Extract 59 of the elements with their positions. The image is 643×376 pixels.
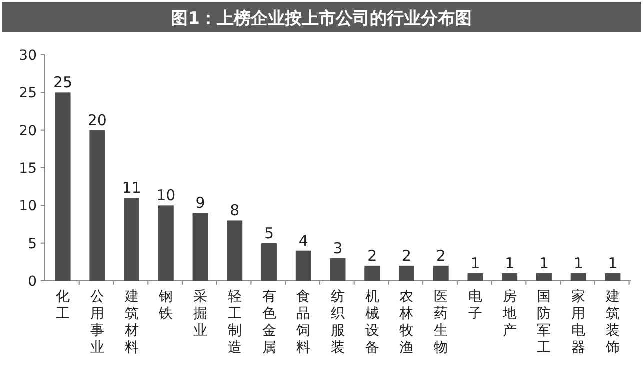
x-tick-label: 电子 <box>468 289 482 322</box>
x-tick-label: 房地产 <box>502 289 517 339</box>
bar <box>468 273 484 281</box>
bar <box>296 250 312 281</box>
x-tick-label: 建筑材料 <box>124 289 139 356</box>
x-tick-label: 纺织服装 <box>331 289 345 356</box>
x-tick-label: 公用事业 <box>90 289 104 356</box>
x-tick-label: 食品饲料 <box>296 289 311 356</box>
x-tick-label: 家用电器 <box>572 289 586 356</box>
x-tick-label: 有色金属 <box>262 289 276 356</box>
bar <box>55 92 71 281</box>
x-tick-label: 钢铁 <box>158 289 174 322</box>
x-tick-label: 采掘业 <box>194 289 208 339</box>
y-tick-label: 0 <box>28 274 37 290</box>
bar <box>124 198 140 281</box>
bar <box>330 258 346 281</box>
y-tick-label: 25 <box>19 86 37 102</box>
data-label: 8 <box>230 202 240 220</box>
data-label: 2 <box>368 246 378 265</box>
x-tick-label: 国防军工 <box>537 289 552 356</box>
y-tick-label: 30 <box>19 48 37 64</box>
bar <box>605 273 621 281</box>
bar <box>364 266 380 281</box>
data-label: 9 <box>196 194 206 212</box>
bar <box>570 273 586 281</box>
y-tick-label: 15 <box>19 161 37 177</box>
chart-title: 图1：上榜企业按上市公司的行业分布图 <box>171 9 472 29</box>
y-tick-label: 10 <box>19 198 37 215</box>
data-label: 1 <box>574 254 584 272</box>
x-tick-label: 建筑装饰 <box>604 289 620 356</box>
data-label: 2 <box>436 246 446 265</box>
data-label: 20 <box>88 111 107 130</box>
bar <box>158 206 174 281</box>
x-tick-label: 化工 <box>56 289 70 322</box>
bar <box>399 266 414 281</box>
bar <box>536 273 552 281</box>
x-tick-label: 农林牧渔 <box>398 289 414 356</box>
y-tick-label: 20 <box>19 123 37 140</box>
bar <box>192 213 208 281</box>
data-label: 4 <box>298 232 308 250</box>
data-label: 1 <box>470 254 480 272</box>
x-tick-label: 机械设备 <box>365 289 380 356</box>
data-label: 1 <box>539 254 549 272</box>
x-tick-label: 医药生物 <box>434 289 448 356</box>
y-tick-label: 5 <box>28 236 37 252</box>
data-label: 25 <box>53 74 73 92</box>
data-label: 5 <box>264 224 274 242</box>
bar <box>433 266 449 281</box>
bar <box>502 273 518 281</box>
data-label: 1 <box>608 254 618 272</box>
data-label: 10 <box>156 186 176 205</box>
data-label: 11 <box>122 179 142 198</box>
bar <box>227 220 243 281</box>
bar <box>262 243 277 281</box>
x-tick-label: 轻工制造 <box>228 289 242 356</box>
bar <box>90 130 106 281</box>
data-label: 3 <box>333 239 343 258</box>
data-label: 2 <box>402 246 412 265</box>
data-label: 1 <box>505 254 515 272</box>
